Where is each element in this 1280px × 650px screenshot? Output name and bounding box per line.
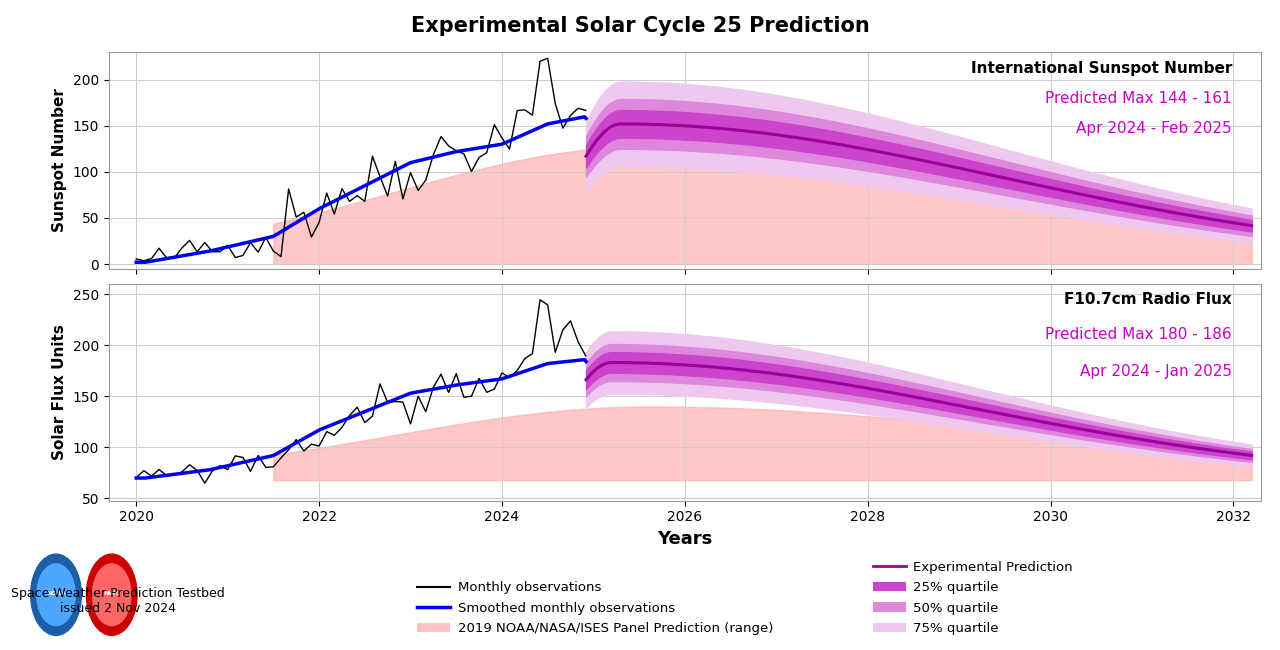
Text: Apr 2024 - Feb 2025: Apr 2024 - Feb 2025 <box>1076 122 1231 136</box>
Circle shape <box>31 554 82 636</box>
Text: F10.7cm Radio Flux: F10.7cm Radio Flux <box>1064 292 1231 307</box>
Circle shape <box>87 554 137 636</box>
Legend: Monthly observations, Smoothed monthly observations, 2019 NOAA/NASA/ISES Panel P: Monthly observations, Smoothed monthly o… <box>412 576 778 640</box>
X-axis label: Years: Years <box>657 530 713 548</box>
Y-axis label: Solar Flux Units: Solar Flux Units <box>52 324 67 460</box>
Text: Apr 2024 - Jan 2025: Apr 2024 - Jan 2025 <box>1080 364 1231 379</box>
Text: Experimental Solar Cycle 25 Prediction: Experimental Solar Cycle 25 Prediction <box>411 16 869 36</box>
Text: Space Weather Prediction Testbed
issued 2 Nov 2024: Space Weather Prediction Testbed issued … <box>12 587 224 616</box>
Text: Predicted Max 144 - 161: Predicted Max 144 - 161 <box>1046 91 1231 106</box>
Text: Predicted Max 180 - 186: Predicted Max 180 - 186 <box>1046 327 1231 342</box>
Text: NWS: NWS <box>104 591 120 595</box>
Text: NOAA: NOAA <box>46 591 67 595</box>
Circle shape <box>92 564 131 625</box>
Legend: Experimental Prediction, 25% quartile, 50% quartile, 75% quartile: Experimental Prediction, 25% quartile, 5… <box>868 556 1078 640</box>
Y-axis label: Sunspot Number: Sunspot Number <box>52 88 67 232</box>
Text: International Sunspot Number: International Sunspot Number <box>970 60 1231 75</box>
Circle shape <box>37 564 76 625</box>
